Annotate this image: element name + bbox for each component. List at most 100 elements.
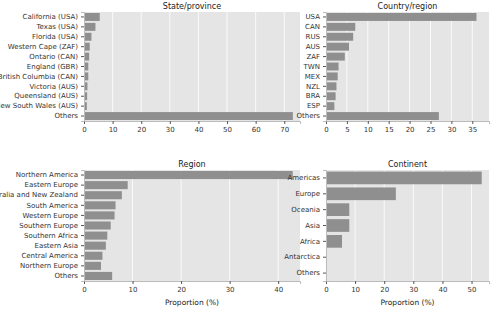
tick-mark	[410, 121, 411, 124]
grid-line	[413, 170, 414, 281]
tick-label: 30	[447, 126, 456, 134]
tick: Victoria (AUS)	[29, 83, 84, 91]
axis: 05101520253035	[324, 121, 489, 134]
tick-mark	[81, 255, 84, 256]
tick-mark	[81, 275, 84, 276]
tick-label: Western Cape (ZAF)	[8, 43, 78, 51]
panel: 010203040Northern AmericaEastern EuropeA…	[0, 160, 301, 307]
tick-mark	[323, 177, 326, 178]
tick-mark	[198, 121, 199, 124]
tick: NZL	[306, 83, 326, 91]
tick-label: Southern Europe	[19, 222, 78, 230]
tick-label: British Columbia (CAN)	[0, 73, 78, 81]
tick-mark	[81, 46, 84, 47]
tick-mark	[347, 121, 348, 124]
tick: 40	[274, 281, 283, 294]
tick-label: Africa	[300, 238, 320, 246]
tick: California (USA)	[23, 13, 84, 21]
tick-label: Ontario (CAN)	[29, 53, 78, 61]
tick-label: 20	[380, 286, 389, 294]
axis-line	[81, 171, 85, 282]
bar	[84, 201, 116, 209]
tick: Others	[296, 112, 326, 120]
bars	[326, 13, 476, 120]
bar	[84, 181, 128, 189]
plot-background	[84, 170, 300, 281]
tick-mark	[81, 245, 84, 246]
tick-mark	[389, 121, 390, 124]
grid-line	[229, 170, 230, 281]
tick-label: Central America	[21, 252, 78, 260]
tick-mark	[81, 235, 84, 236]
tick: Antarctica	[284, 253, 326, 261]
tick-mark	[81, 225, 84, 226]
tick: 20	[177, 281, 186, 294]
tick-label: Southern Africa	[24, 232, 78, 240]
tick-mark	[81, 175, 84, 176]
tick-mark	[323, 241, 326, 242]
tick: Africa	[300, 238, 326, 246]
tick: 10	[109, 121, 118, 134]
tick-label: 25	[427, 126, 436, 134]
tick: 0	[82, 281, 86, 294]
tick: Others	[54, 272, 84, 280]
tick-label: Oceania	[291, 206, 320, 214]
tick: South America	[27, 202, 84, 210]
axis: USACANRUSAUSZAFTWNMEXNZLBRAESPOthers	[296, 13, 326, 122]
tick-mark	[323, 86, 326, 87]
grid-line	[384, 170, 385, 281]
bar	[84, 13, 100, 21]
bar	[84, 211, 115, 219]
tick: 70	[280, 121, 289, 134]
tick-mark	[81, 76, 84, 77]
bar	[326, 53, 345, 61]
tick-mark	[323, 66, 326, 67]
tick-label: 0	[324, 126, 328, 134]
tick-mark	[384, 281, 385, 284]
tick-label: 35	[468, 126, 477, 134]
tick: MEX	[305, 73, 326, 81]
axis: 010203040506070	[82, 121, 300, 134]
tick-label: Others	[54, 112, 78, 120]
tick: AUS	[306, 43, 326, 51]
axis: California (USA)Texas (USA)Florida (USA)…	[0, 13, 85, 122]
tick-label: MEX	[305, 73, 320, 81]
tick: RUS	[306, 33, 326, 41]
axis: 010203040	[82, 281, 300, 294]
tick-label: BRA	[306, 92, 320, 100]
tick: 0	[324, 281, 328, 294]
bar	[84, 23, 95, 31]
tick-mark	[81, 26, 84, 27]
tick-label: 10	[351, 286, 360, 294]
tick-mark	[81, 185, 84, 186]
tick-label: Eastern Europe	[25, 181, 78, 189]
plot-background	[326, 170, 489, 281]
tick-label: 20	[406, 126, 415, 134]
tick-mark	[323, 273, 326, 274]
axis-line	[85, 282, 301, 285]
bar	[84, 112, 293, 120]
panel-title: Country/region	[378, 2, 438, 11]
tick-label: Northern Europe	[20, 262, 78, 270]
tick-mark	[256, 121, 257, 124]
figure: 010203040506070 California (USA) Texas (US…	[0, 0, 500, 314]
panel-title: Continent	[388, 160, 427, 169]
panel: 01020304050AmericasEuropeOceaniaAsiaAfri…	[284, 160, 489, 307]
tick: Northern America	[16, 171, 84, 179]
tick-label: AUS	[306, 43, 321, 51]
tick-label: 40	[438, 286, 447, 294]
tick-label: 30	[409, 286, 418, 294]
tick-mark	[81, 86, 84, 87]
tick: Queensland (AUS)	[14, 92, 84, 100]
bar	[84, 33, 91, 41]
tick-label: Americas	[287, 174, 320, 182]
axis: 01020304050	[324, 281, 489, 294]
grid-line	[471, 170, 472, 281]
tick-label: Texas (USA)	[35, 23, 78, 31]
tick: 35	[468, 121, 477, 134]
tick-mark	[81, 16, 84, 17]
tick-mark	[181, 281, 182, 284]
tick-label: 20	[177, 286, 186, 294]
bar	[326, 172, 482, 185]
grid-line	[409, 12, 410, 121]
